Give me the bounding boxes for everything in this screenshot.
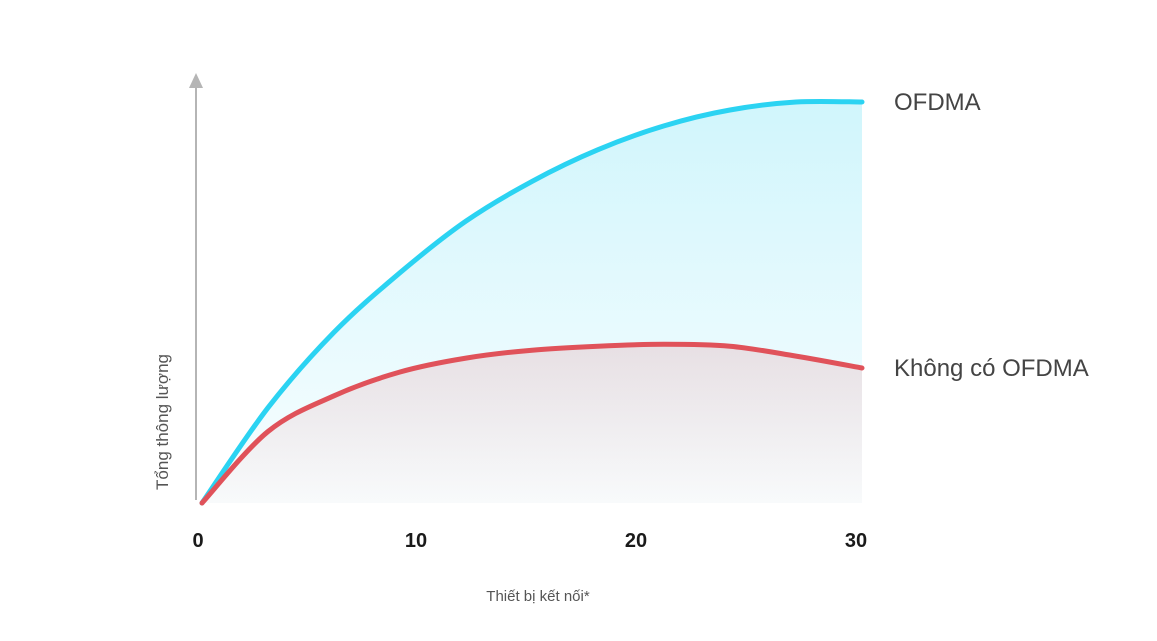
series-label-0: OFDMA <box>894 89 981 116</box>
x-tick-10: 10 <box>405 530 427 552</box>
series-line-0 <box>199 98 865 506</box>
area-fills <box>202 101 862 504</box>
series-line-1 <box>199 341 865 506</box>
y-axis-label: Tổng thông lượng <box>153 354 172 490</box>
series-labels: OFDMA Không có OFDMA <box>894 89 1089 382</box>
x-tick-labels: 0 10 20 30 <box>192 530 867 552</box>
y-axis-arrow-icon <box>189 73 203 88</box>
x-tick-30: 30 <box>845 530 867 552</box>
x-tick-20: 20 <box>625 530 647 552</box>
x-axis-label: Thiết bị kết nối* <box>486 588 590 605</box>
series-lines <box>199 98 865 506</box>
x-tick-0: 0 <box>192 530 203 552</box>
series-label-1: Không có OFDMA <box>894 355 1089 382</box>
